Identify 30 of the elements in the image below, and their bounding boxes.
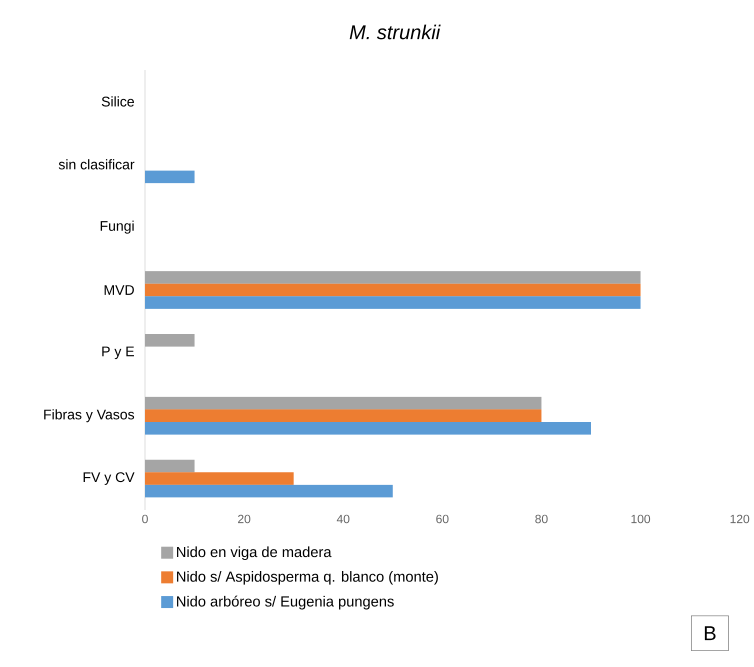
bar	[145, 460, 195, 472]
legend-label: Nido en viga de madera	[177, 546, 332, 560]
y-tick-label: P y E	[102, 346, 134, 360]
bar	[145, 422, 591, 435]
y-tick-label: sin clasificar	[58, 159, 134, 170]
y-tick-label: FV y CV	[84, 472, 135, 485]
legend-label: Nido s/ Aspidosperma q. blanco (monte)	[177, 571, 438, 585]
text: B	[704, 626, 716, 640]
x-tick-label: 60	[436, 514, 449, 524]
y-tick-label: MVD	[104, 285, 134, 295]
y-tick-label: Silice	[102, 96, 134, 107]
bar	[145, 409, 542, 422]
chart-title: M. strunkii	[350, 24, 441, 40]
x-tick-label: 80	[535, 514, 548, 524]
bar	[145, 484, 393, 498]
x-tick-label: 120	[730, 514, 750, 524]
x-tick-label: 20	[238, 514, 250, 524]
y-tick-label: Fibras y Vasos	[44, 409, 134, 422]
bar	[145, 296, 641, 309]
bar	[145, 170, 195, 184]
x-tick-label: 40	[336, 514, 350, 524]
legend-label: Nido arbóreo s/ Eugenia pungens	[177, 596, 394, 610]
x-tick-label: 0	[142, 514, 148, 524]
bar	[145, 334, 195, 347]
y-tick-label: Fungi	[100, 220, 134, 234]
x-tick-label: 100	[631, 514, 650, 524]
bar	[145, 284, 641, 296]
bar	[145, 396, 542, 410]
bar	[145, 472, 294, 485]
bar	[145, 271, 641, 284]
